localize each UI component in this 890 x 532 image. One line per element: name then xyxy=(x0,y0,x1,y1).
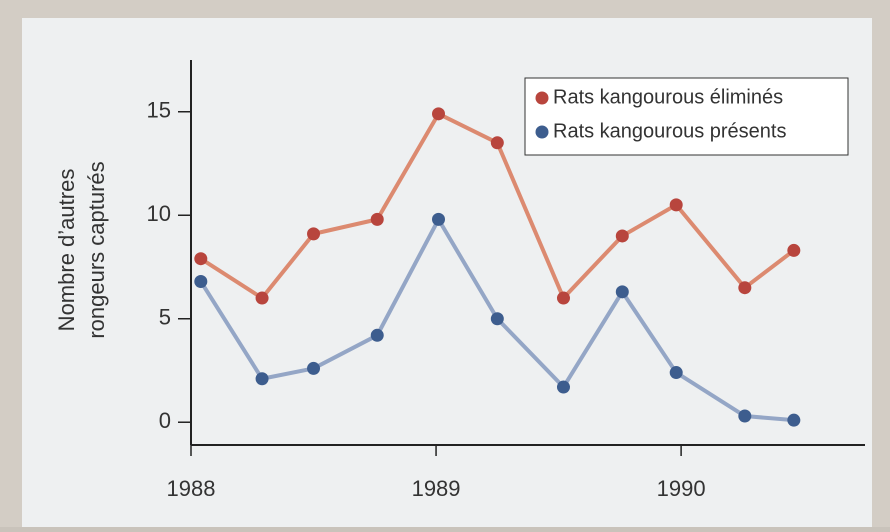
data-point xyxy=(556,380,570,394)
legend-label: Rats kangourous éliminés xyxy=(553,86,783,108)
data-point xyxy=(787,243,801,257)
data-point xyxy=(490,136,504,150)
legend-marker xyxy=(535,91,549,105)
y-tick-label: 10 xyxy=(147,201,171,226)
y-tick-label: 15 xyxy=(147,98,171,123)
data-point xyxy=(307,227,321,241)
data-point xyxy=(615,229,629,243)
y-tick-label: 5 xyxy=(159,305,171,330)
data-point xyxy=(432,107,446,121)
data-point xyxy=(738,281,752,295)
y-axis-label: Nombre d’autres rongeurs capturés xyxy=(54,161,109,338)
data-point xyxy=(370,212,384,226)
x-tick-label: 1988 xyxy=(167,476,216,501)
data-point xyxy=(255,372,269,386)
data-point xyxy=(432,212,446,226)
data-point xyxy=(194,274,208,288)
legend-box xyxy=(524,77,849,156)
legend-marker xyxy=(535,125,549,139)
legend-label: Rats kangourous présents xyxy=(553,120,786,142)
data-point xyxy=(787,413,801,427)
data-point xyxy=(307,361,321,375)
y-tick-label: 0 xyxy=(159,408,171,433)
data-point xyxy=(738,409,752,423)
y-axis-label-line: rongeurs capturés xyxy=(84,161,109,338)
data-point xyxy=(255,291,269,305)
data-point xyxy=(194,252,208,266)
data-point xyxy=(556,291,570,305)
data-point xyxy=(490,312,504,326)
y-axis-label-line: Nombre d’autres xyxy=(54,169,79,332)
data-point xyxy=(669,198,683,212)
data-point xyxy=(370,328,384,342)
x-tick-label: 1990 xyxy=(657,476,706,501)
data-point xyxy=(615,285,629,299)
x-tick-label: 1989 xyxy=(412,476,461,501)
data-point xyxy=(669,366,683,380)
